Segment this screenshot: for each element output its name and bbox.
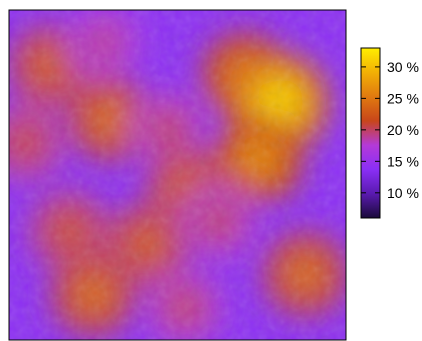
plot-frame bbox=[8, 9, 347, 341]
colorbar-tick-label: 25 % bbox=[387, 90, 419, 106]
colorbar-tick-label: 10 % bbox=[387, 185, 419, 201]
colorbar-tick-label: 20 % bbox=[387, 122, 419, 138]
colorbar-tick-label: 30 % bbox=[387, 59, 419, 75]
colorbar-tick-label: 15 % bbox=[387, 153, 419, 169]
heatmap-texture bbox=[9, 10, 346, 340]
colorbar-ticks: 10 % 15 % 20 % 25 % 30 % bbox=[361, 59, 419, 201]
colorbar bbox=[360, 47, 381, 219]
